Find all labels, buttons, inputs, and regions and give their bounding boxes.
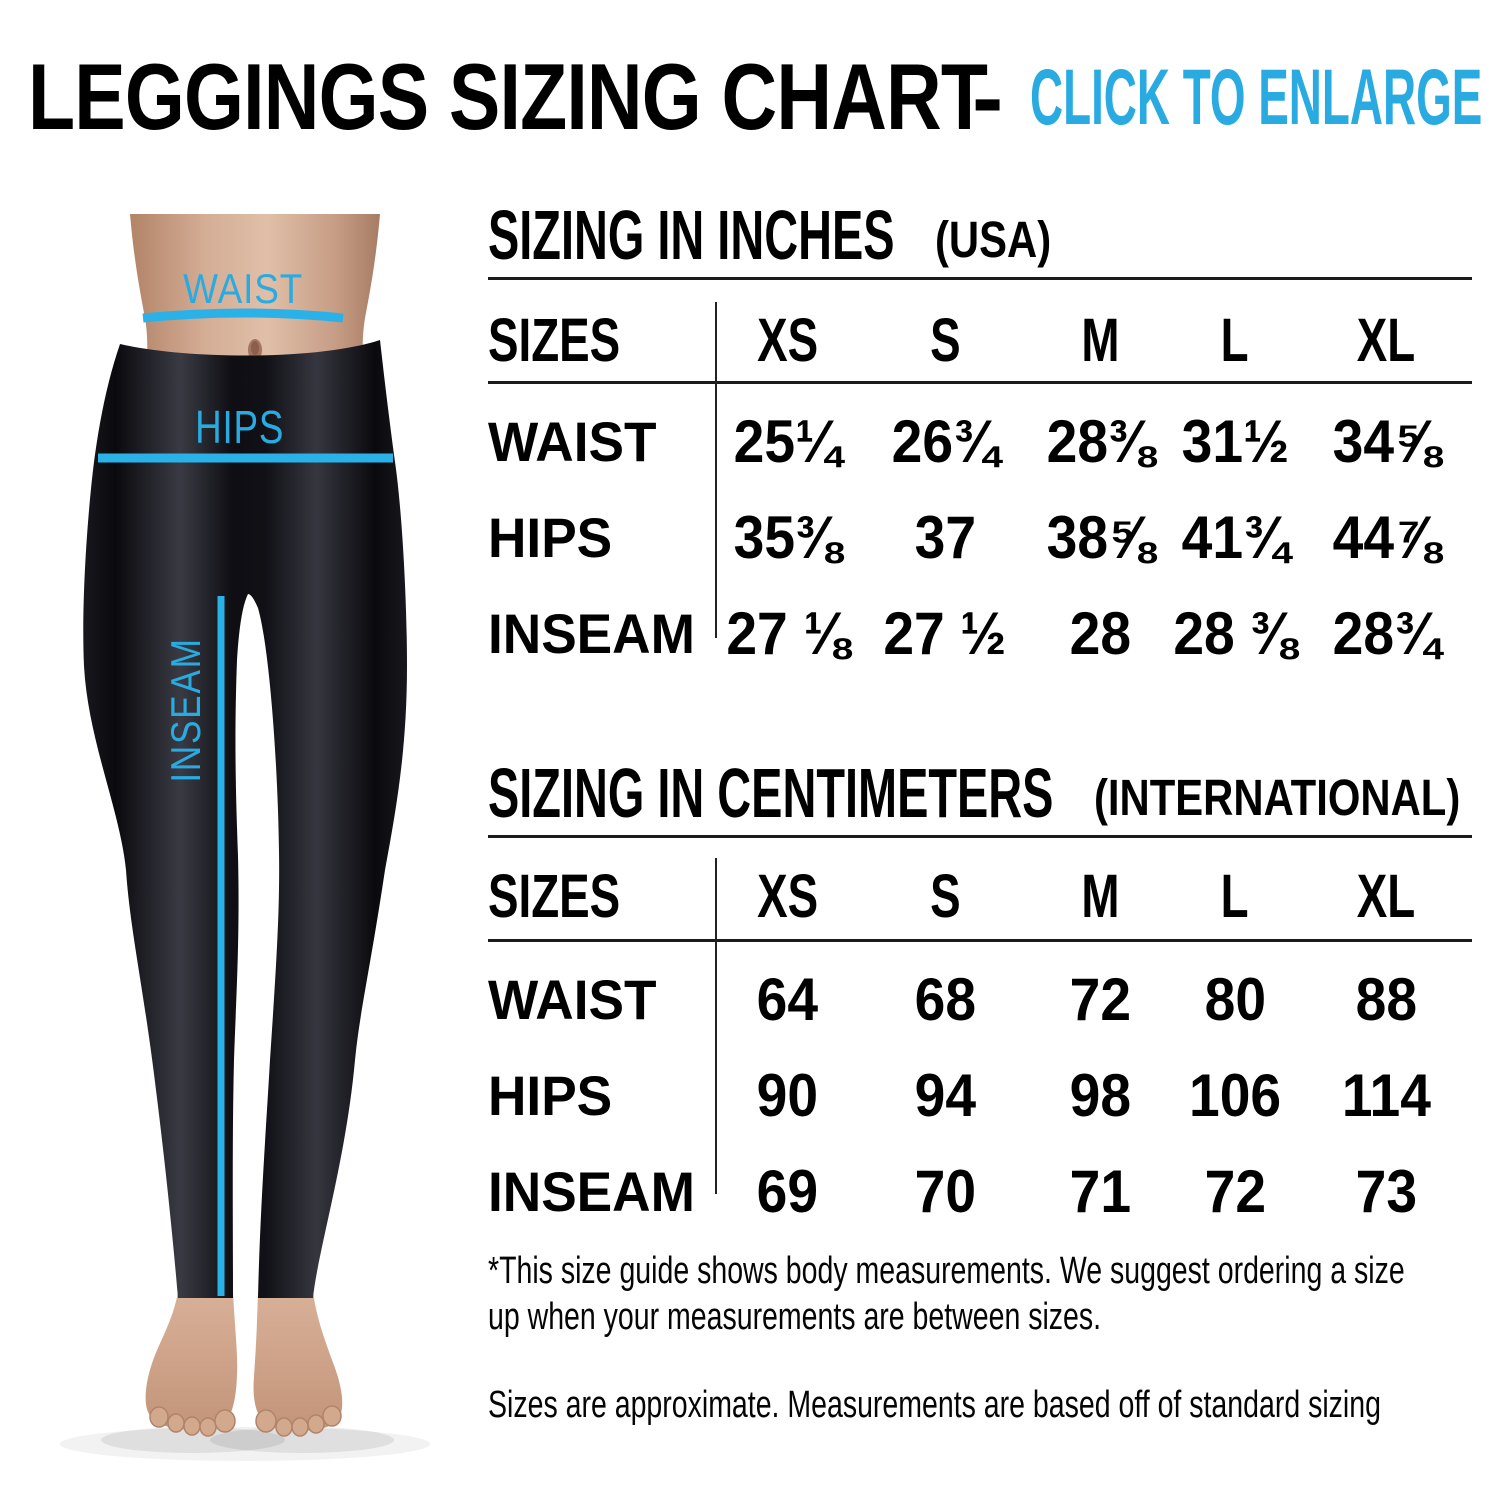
inches-col-s: S	[929, 305, 961, 374]
leggings-silhouette-graphic	[60, 214, 430, 1461]
cm-hips-row: HIPS 90 94 98 106 114	[488, 1062, 1431, 1129]
inches-heading-suffix: (USA)	[935, 211, 1052, 268]
left-foot	[145, 1292, 238, 1430]
cm-heading-text: SIZING IN CENTIMETERS	[488, 754, 1054, 832]
cm-header-row: SIZES XS S M L XL	[488, 858, 1472, 934]
inches-heading-text: SIZING IN INCHES	[488, 196, 895, 274]
inches-col-m: M	[1080, 305, 1120, 374]
inches-sizes-header: SIZES	[488, 305, 621, 374]
waist-measure-line	[142, 308, 344, 323]
floor-shadow-right	[210, 1427, 394, 1453]
navel-inner	[251, 341, 259, 355]
cm-col-s: S	[929, 861, 961, 930]
inches-inseam-row: INSEAM 27 ⅛ 27 ½ 28 28 ⅜ 28¾	[488, 600, 1440, 667]
size-guide-footnote: *This size guide shows body measurements…	[488, 1250, 1405, 1338]
sizing-tables-column: SIZING IN INCHES (USA) SIZES XS S M L XL…	[488, 0, 1472, 1500]
title-separator: -	[972, 44, 1004, 149]
cm-col-m: M	[1080, 861, 1120, 930]
floor-shadow	[60, 1427, 430, 1461]
inches-header-row: SIZES XS S M L XL	[488, 302, 1472, 378]
page-title-text: LEGGINGS SIZING CHART	[28, 44, 988, 149]
leggings-model-figure[interactable]: WAIST HIPS INSEAM	[30, 180, 480, 1470]
inches-table-heading: SIZING IN INCHES (USA)	[488, 200, 1472, 270]
column-divider	[715, 858, 717, 1194]
divider	[488, 835, 1472, 838]
inches-waist-row: WAIST 25¼ 26¾ 28⅜ 31½ 34⅝	[488, 408, 1440, 475]
right-foot	[253, 1292, 343, 1431]
approximate-sizes-footnote: Sizes are approximate. Measurements are …	[488, 1384, 1381, 1426]
cm-col-xs: XS	[756, 861, 819, 930]
inseam-figure-label: INSEAM	[162, 637, 209, 783]
toes	[149, 1405, 342, 1437]
cm-sizes-header: SIZES	[488, 861, 621, 930]
cm-col-l: L	[1221, 861, 1249, 930]
cm-heading-suffix: (INTERNATIONAL)	[1094, 769, 1461, 826]
floor-shadow-left	[101, 1427, 285, 1453]
page-title: LEGGINGS SIZING CHART	[28, 50, 1198, 144]
click-to-enlarge-link[interactable]: CLICK TO ENLARGE	[1030, 57, 1500, 136]
column-divider	[715, 302, 717, 638]
cm-col-xl: XL	[1356, 861, 1416, 930]
inches-col-xl: XL	[1356, 305, 1416, 374]
divider	[488, 381, 1472, 384]
click-to-enlarge-label: CLICK TO ENLARGE	[1030, 52, 1483, 141]
cm-table-heading: SIZING IN CENTIMETERS (INTERNATIONAL)	[488, 758, 1472, 828]
leggings-body	[83, 340, 407, 1298]
waist-figure-label: WAIST	[182, 265, 304, 312]
cm-inseam-row: INSEAM 69 70 71 72 73	[488, 1158, 1417, 1225]
divider	[488, 277, 1472, 280]
hips-figure-label: HIPS	[195, 401, 285, 453]
inches-hips-row: HIPS 35⅜ 37 38⅝ 41¾ 44⅞	[488, 504, 1440, 571]
inches-col-xs: XS	[756, 305, 819, 374]
inches-col-l: L	[1221, 305, 1249, 374]
cm-waist-row: WAIST 64 68 72 80 88	[488, 966, 1417, 1033]
divider	[488, 939, 1472, 942]
